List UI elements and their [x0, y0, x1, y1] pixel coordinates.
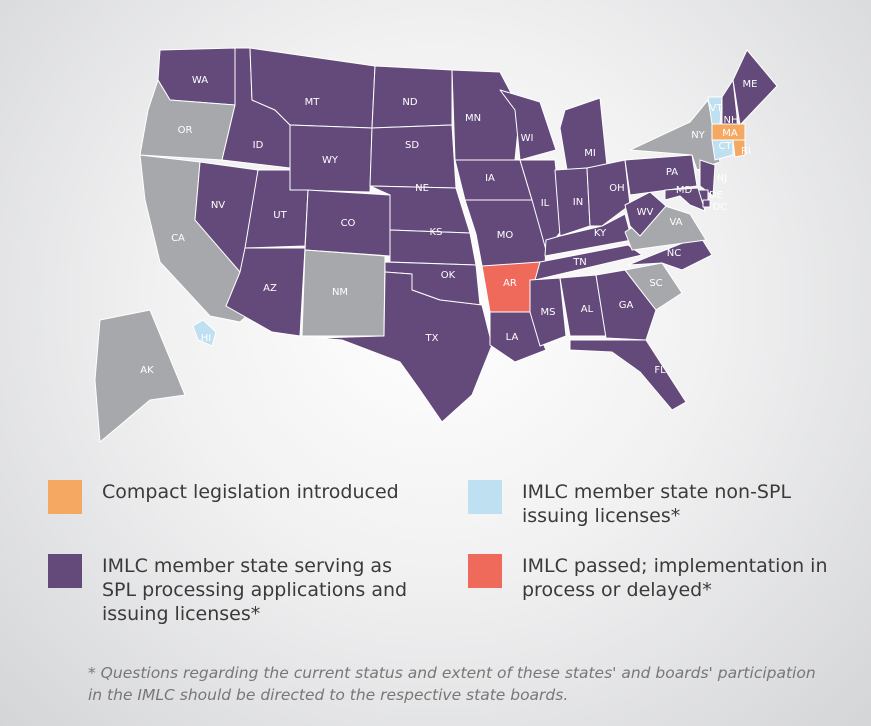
state-label: NV [211, 200, 225, 211]
state [702, 199, 711, 208]
state-label: FL [654, 365, 666, 376]
legend-swatch [468, 480, 502, 514]
state [629, 99, 721, 171]
legend-item: Compact legislation introduced [48, 480, 468, 528]
state-label: VA [669, 217, 682, 228]
legend-swatch [48, 480, 82, 514]
state-label: VT [710, 103, 724, 114]
state-label: TX [425, 333, 439, 344]
state-label: MD [676, 185, 693, 196]
state [732, 49, 778, 126]
legend-item: IMLC member state non-SPL issuing licens… [468, 480, 838, 528]
state [624, 262, 683, 311]
state-label: ME [743, 79, 758, 90]
state-label: LA [506, 332, 519, 343]
state-label: OH [609, 183, 624, 194]
state-label: WI [521, 133, 534, 144]
state-label: ND [402, 97, 417, 108]
state-label: HI [201, 333, 211, 344]
state [192, 319, 217, 347]
state-label: NC [667, 248, 681, 259]
state [544, 213, 633, 257]
state-label: AR [503, 278, 517, 289]
legend-label: IMLC member state non-SPL issuing licens… [522, 481, 792, 527]
state-label: SD [405, 140, 419, 151]
legend: Compact legislation introduced IMLC membe… [48, 480, 838, 626]
state-label: UT [273, 210, 287, 221]
state-label: NJ [717, 173, 727, 184]
state-label: MT [305, 97, 321, 108]
legend-label: IMLC member state serving as SPL process… [102, 555, 408, 625]
map: WA OR ID CA NV MT WY UT AZ CO NM ND SD NE KS OK TX MN IA MO… [94, 47, 778, 443]
state-label: AZ [263, 283, 277, 294]
legend-label: Compact legislation introduced [102, 481, 399, 503]
state-label: MO [497, 230, 514, 241]
state [732, 139, 746, 158]
state-label: MA [722, 128, 738, 139]
state-label: DC [713, 202, 728, 213]
legend-item: IMLC member state serving as SPL process… [48, 554, 468, 626]
state-label: IN [573, 197, 583, 208]
state-label: CT [718, 141, 732, 152]
state [586, 159, 631, 227]
state-label: NY [691, 130, 705, 141]
state-label: KS [430, 227, 443, 238]
state [489, 311, 547, 363]
state [624, 191, 667, 237]
state [534, 244, 643, 281]
legend-swatch [468, 554, 502, 588]
state-label: IA [485, 173, 495, 184]
state-label: WY [322, 155, 339, 166]
state-label: AL [581, 304, 594, 315]
state-label: MS [541, 307, 556, 318]
state [289, 124, 373, 193]
state-label: GA [619, 300, 634, 311]
state-label: NE [415, 183, 429, 194]
state [499, 89, 557, 161]
state [317, 271, 493, 423]
state [529, 277, 567, 347]
state [559, 97, 608, 171]
state [451, 69, 521, 161]
legend-swatch [48, 554, 82, 588]
state-label: MI [584, 148, 596, 159]
state-label: WV [637, 207, 654, 218]
state-label: ID [253, 140, 264, 151]
state [624, 154, 698, 196]
state-label: OK [441, 270, 456, 281]
state-label: SC [649, 278, 662, 289]
state-label: CO [341, 218, 356, 229]
state-label: DE [709, 190, 723, 201]
state [711, 139, 734, 161]
state-label: NM [332, 287, 348, 298]
state-label: MN [465, 113, 481, 124]
footnote: * Questions regarding the current status… [88, 664, 816, 704]
state-label: KY [594, 228, 607, 239]
state-label: WA [192, 75, 208, 86]
state-label: NH [724, 115, 739, 126]
state [94, 309, 186, 443]
state [369, 124, 457, 189]
state [569, 339, 687, 411]
state [595, 269, 657, 341]
state-label: CA [171, 233, 185, 244]
state [664, 187, 706, 212]
state [699, 159, 716, 197]
state-label: PA [666, 167, 678, 178]
state-label: IL [541, 198, 550, 209]
state-label: OR [178, 125, 193, 136]
state-label: AK [140, 365, 154, 376]
state-label: RI [741, 146, 751, 157]
legend-item: IMLC passed; implementation in process o… [468, 554, 838, 626]
legend-label: IMLC passed; implementation in process o… [522, 555, 828, 601]
state-label: TN [572, 257, 587, 268]
